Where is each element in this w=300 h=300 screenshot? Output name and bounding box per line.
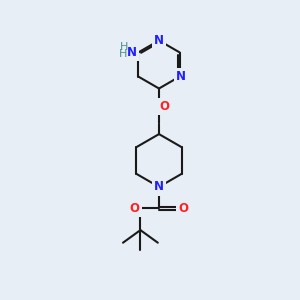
Text: O: O	[129, 202, 140, 215]
Text: N: N	[176, 70, 186, 83]
Text: O: O	[159, 100, 169, 113]
Text: N: N	[127, 46, 136, 59]
Text: N: N	[154, 34, 164, 47]
Text: N: N	[154, 180, 164, 194]
Text: H: H	[120, 42, 128, 52]
Text: O: O	[178, 202, 189, 215]
Text: H: H	[119, 49, 128, 59]
